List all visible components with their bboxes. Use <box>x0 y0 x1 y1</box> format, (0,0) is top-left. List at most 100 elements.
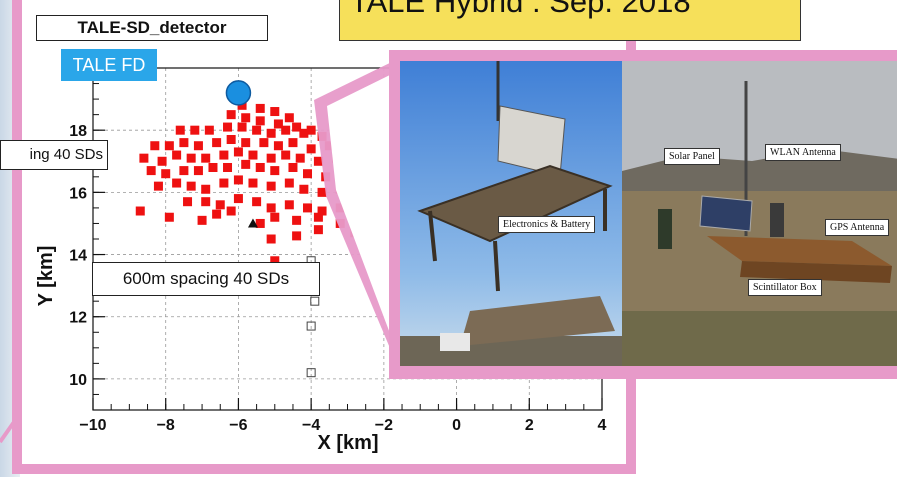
photo-sd-crane-image <box>400 61 622 366</box>
sd-detector-point <box>219 150 229 160</box>
sd-detector-point <box>303 203 313 213</box>
sd-detector-point <box>183 197 193 207</box>
truck <box>440 333 470 351</box>
sd-detector-point <box>157 156 167 166</box>
sd-detector-point <box>288 162 298 172</box>
y-tick-label: 10 <box>69 372 87 389</box>
open-square-marker <box>306 368 316 378</box>
frame-leg <box>493 240 500 292</box>
callout-solar-panel: Solar Panel <box>664 148 720 165</box>
sd-detector-point <box>212 138 222 148</box>
sd-detector-point <box>255 162 265 172</box>
label-600m-spacing: 600m spacing 40 SDs <box>92 262 320 296</box>
sd-detector-point <box>139 153 149 163</box>
solar-panel <box>699 195 753 232</box>
sd-detector-point <box>172 150 182 160</box>
sd-detector-point <box>281 150 291 160</box>
sd-detector-point <box>223 162 233 172</box>
sd-detector-point <box>313 212 323 222</box>
sd-detector-point <box>255 218 265 228</box>
sd-detector-point <box>179 166 189 176</box>
sd-detector-point <box>255 116 265 126</box>
sd-detector-point <box>317 187 327 197</box>
sd-detector-point <box>226 135 236 145</box>
sd-detector-point <box>266 203 276 213</box>
photo-sd-field <box>622 61 897 366</box>
axis-ticks <box>92 67 603 411</box>
sd-detector-point <box>223 122 233 132</box>
sd-detector-point <box>150 141 160 151</box>
sd-detector-point <box>252 197 262 207</box>
sd-detector-point <box>193 166 203 176</box>
sd-detector-point <box>299 128 309 138</box>
x-tick-label: −4 <box>302 417 320 434</box>
sd-detector-point <box>164 212 174 222</box>
sd-detector-point <box>270 166 280 176</box>
sd-detector-point <box>193 141 203 151</box>
sd-detector-point <box>281 125 291 135</box>
x-tick-label: −8 <box>157 417 175 434</box>
sd-detector-point <box>266 234 276 244</box>
x-tick-label: 0 <box>452 417 461 434</box>
y-tick-label: 14 <box>69 248 87 265</box>
y-axis-label: Y [km] <box>35 246 57 307</box>
sd-detector-point <box>252 125 262 135</box>
sd-detector-point <box>292 231 302 241</box>
sd-detector-point <box>237 122 247 132</box>
scintillator-box-front <box>740 261 892 283</box>
photo-sd-field-image <box>622 61 897 366</box>
sd-detector-point <box>270 107 280 117</box>
sd-detector-point <box>153 181 163 191</box>
sd-detector-point <box>146 166 156 176</box>
y-tick-label: 16 <box>69 185 87 202</box>
sd-detector-point <box>273 141 283 151</box>
y-tick-label: 12 <box>69 310 87 327</box>
callout-electronics-battery: Electronics & Battery <box>498 216 596 233</box>
sd-detector-point <box>212 209 222 219</box>
sd-detector-point <box>284 178 294 188</box>
sd-detector-point <box>270 212 280 222</box>
sd-detector-point <box>248 178 258 188</box>
sd-detector-point <box>190 125 200 135</box>
worker <box>770 203 784 237</box>
sd-detector-point <box>284 200 294 210</box>
sd-detector-point <box>164 141 174 151</box>
callout-wlan-antenna: WLAN Antenna <box>765 144 841 161</box>
sd-detector-point <box>266 128 276 138</box>
sd-detector-point <box>201 197 211 207</box>
sd-detector-point <box>186 181 196 191</box>
sd-detector-point <box>248 150 258 160</box>
sd-detector-point <box>226 110 236 120</box>
sd-detector-point <box>313 156 323 166</box>
sd-detector-point <box>288 138 298 148</box>
sd-detector-point <box>215 200 225 210</box>
sd-detector-point <box>306 144 316 154</box>
sd-detector-point <box>233 194 243 204</box>
frame-leg <box>428 210 437 262</box>
photo-sd-crane <box>400 61 622 366</box>
open-square-marker <box>310 296 320 306</box>
x-tick-label: −2 <box>375 417 393 434</box>
sd-detector-point <box>241 113 251 123</box>
x-axis-label: X [km] <box>317 432 378 454</box>
zoom-wedge-inner <box>327 70 400 360</box>
x-tick-label: −10 <box>79 417 106 434</box>
sd-detector-point <box>299 184 309 194</box>
sd-detector-point <box>233 147 243 157</box>
sd-detector-point <box>219 178 229 188</box>
x-tick-label: 2 <box>525 417 534 434</box>
scintillator-box <box>707 236 892 266</box>
brush <box>622 311 897 366</box>
sd-detector-point <box>237 100 247 110</box>
sd-detector-point <box>306 125 316 135</box>
x-tick-label: −6 <box>229 417 247 434</box>
sd-detector-point <box>317 206 327 216</box>
sd-detector-point <box>204 125 214 135</box>
sd-detector-point <box>135 206 145 216</box>
hybrid-banner: TALE Hybrid : Sep. 2018 <box>339 0 801 41</box>
sd-detector-point <box>266 181 276 191</box>
sd-detector-point <box>208 162 218 172</box>
sd-detector-point <box>241 159 251 169</box>
sd-detector-point <box>197 215 207 225</box>
